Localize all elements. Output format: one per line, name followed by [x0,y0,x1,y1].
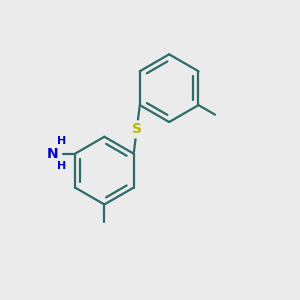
Text: H: H [57,136,66,146]
Text: N: N [47,147,59,161]
Text: H: H [57,161,66,171]
Text: S: S [132,122,142,136]
